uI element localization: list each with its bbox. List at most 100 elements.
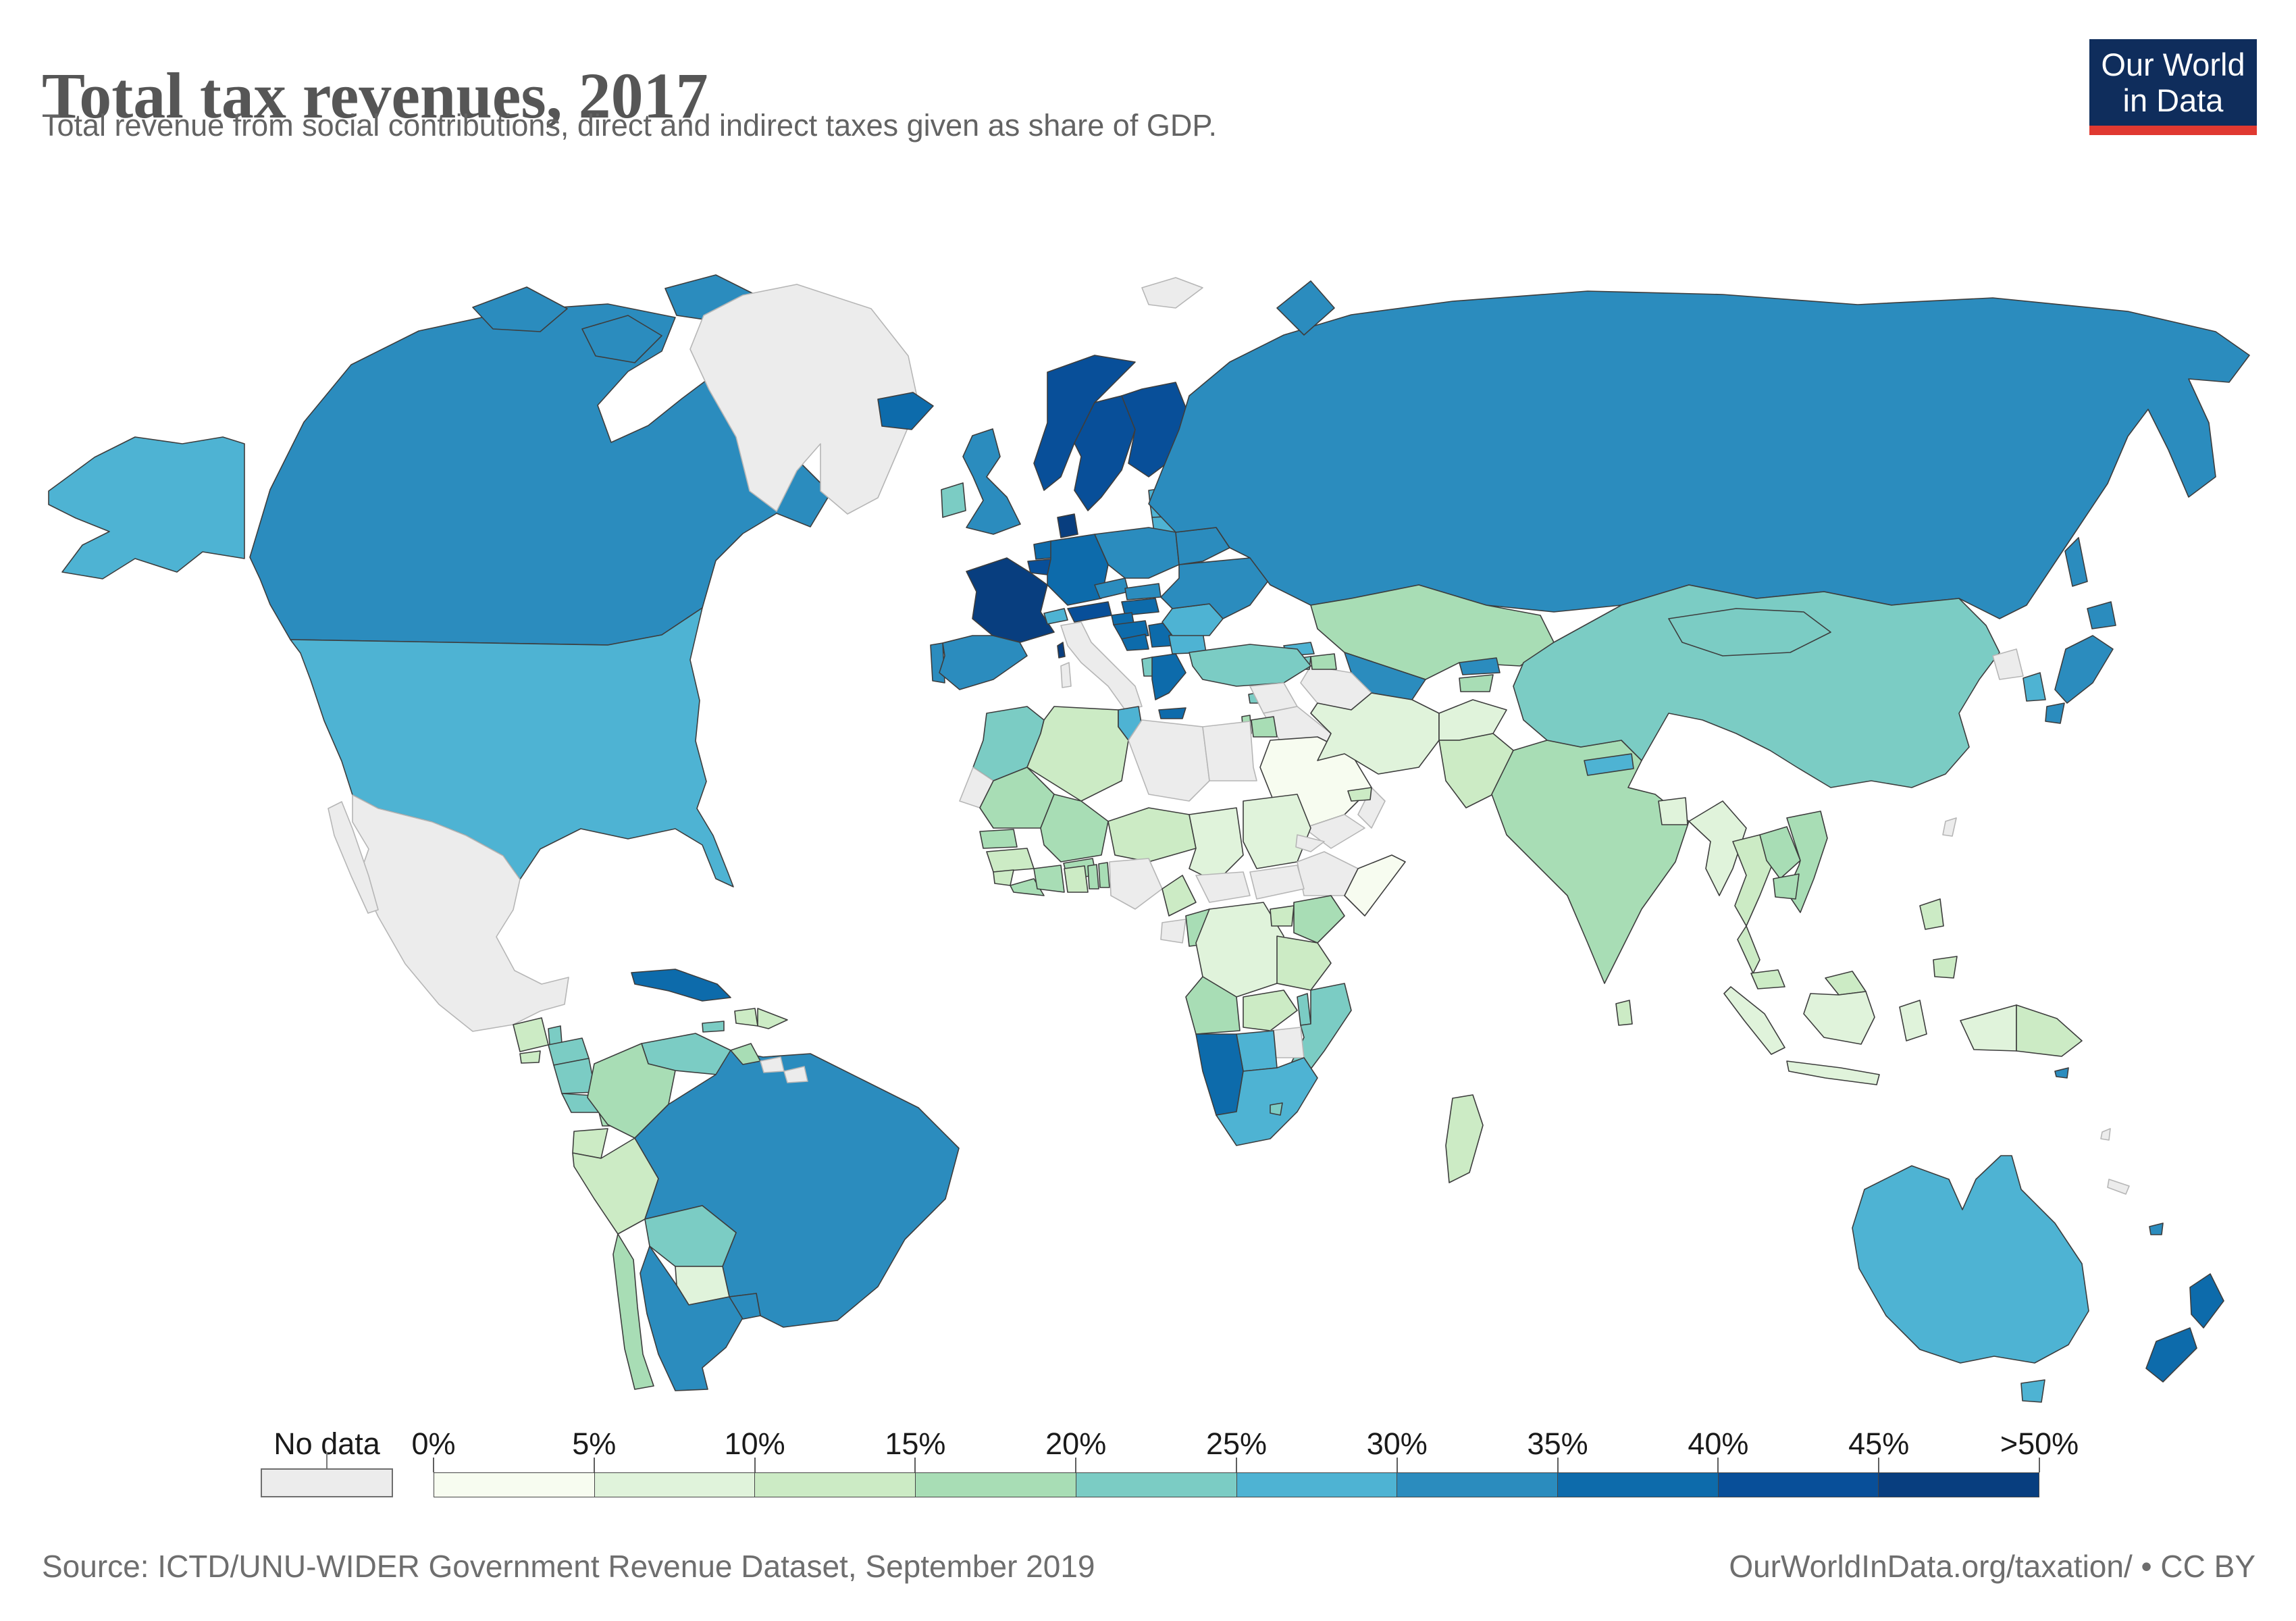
country-uganda[interactable] bbox=[1270, 905, 1295, 927]
country-vanuatu[interactable] bbox=[2100, 1128, 2111, 1141]
country-madagascar[interactable] bbox=[1445, 1094, 1484, 1183]
country-indonesia-sulawesi[interactable] bbox=[1899, 1000, 1927, 1041]
country-nigeria[interactable] bbox=[1109, 858, 1163, 910]
country-malawi[interactable] bbox=[1297, 993, 1311, 1026]
country-egypt[interactable] bbox=[1202, 721, 1257, 781]
country-mongolia[interactable] bbox=[1668, 608, 1831, 657]
country-libya[interactable] bbox=[1128, 719, 1210, 802]
country-bangladesh[interactable] bbox=[1658, 797, 1688, 825]
country-uae[interactable] bbox=[1347, 787, 1372, 802]
country-haiti[interactable] bbox=[734, 1008, 758, 1027]
country-laos[interactable] bbox=[1759, 826, 1801, 879]
country-togo[interactable] bbox=[1087, 864, 1099, 890]
country-cuba[interactable] bbox=[631, 969, 731, 1002]
country-uk[interactable] bbox=[962, 428, 1021, 535]
country-mali[interactable] bbox=[1040, 794, 1109, 863]
country-japan-hokkaido[interactable] bbox=[2087, 601, 2116, 629]
legend-segment-35-40[interactable] bbox=[1557, 1473, 1719, 1497]
country-taiwan[interactable] bbox=[1942, 817, 1957, 837]
country-australia-tasmania[interactable] bbox=[2020, 1379, 2045, 1403]
country-austria[interactable] bbox=[1067, 601, 1112, 623]
country-kyrgyzstan[interactable] bbox=[1459, 657, 1501, 675]
country-namibia[interactable] bbox=[1195, 1033, 1244, 1116]
country-eritrea[interactable] bbox=[1295, 834, 1325, 852]
country-italy-sardinia[interactable] bbox=[1060, 662, 1072, 688]
country-uruguay[interactable] bbox=[729, 1293, 761, 1320]
country-new-zealand-south[interactable] bbox=[2145, 1327, 2197, 1383]
legend-segment-25-30[interactable] bbox=[1236, 1473, 1398, 1497]
country-ivory-coast[interactable] bbox=[1033, 865, 1065, 893]
country-thailand-peninsula[interactable] bbox=[1737, 925, 1760, 974]
country-philippines-mindanao[interactable] bbox=[1933, 956, 1958, 979]
country-croatia[interactable] bbox=[1113, 620, 1149, 640]
country-canada-arctic-2[interactable] bbox=[581, 315, 662, 363]
country-greece-crete[interactable] bbox=[1158, 707, 1186, 719]
country-indonesia-kalimantan[interactable] bbox=[1803, 991, 1875, 1045]
country-malaysia[interactable] bbox=[1750, 969, 1785, 989]
country-tanzania[interactable] bbox=[1276, 935, 1332, 991]
country-french-guiana[interactable] bbox=[783, 1066, 808, 1083]
country-hungary[interactable] bbox=[1121, 598, 1159, 616]
country-italy[interactable] bbox=[1060, 621, 1143, 711]
country-ireland[interactable] bbox=[941, 482, 966, 518]
country-mexico-baja[interactable] bbox=[328, 801, 379, 914]
country-tajikistan[interactable] bbox=[1459, 674, 1494, 692]
country-central-african-republic[interactable] bbox=[1195, 871, 1251, 903]
country-china[interactable] bbox=[1513, 584, 2000, 788]
country-solomon-islands[interactable] bbox=[2054, 1067, 2069, 1079]
country-belgium[interactable] bbox=[1027, 559, 1051, 575]
footer-link[interactable]: OurWorldInData.org/taxation/ • CC BY bbox=[1729, 1549, 2255, 1584]
country-jamaica[interactable] bbox=[702, 1021, 725, 1033]
country-denmark[interactable] bbox=[1057, 513, 1078, 538]
country-turkey[interactable] bbox=[1189, 644, 1311, 687]
legend-segment-15-20[interactable] bbox=[916, 1473, 1076, 1497]
country-new-caledonia[interactable] bbox=[2107, 1179, 2130, 1195]
country-france-corsica[interactable] bbox=[1057, 642, 1066, 659]
country-greece[interactable] bbox=[1151, 653, 1186, 700]
legend-segment-40-45[interactable] bbox=[1718, 1473, 1879, 1497]
country-fiji[interactable] bbox=[2149, 1223, 2164, 1235]
country-greenland[interactable] bbox=[689, 284, 919, 515]
country-senegal[interactable] bbox=[979, 829, 1018, 849]
legend-segment-20-25[interactable] bbox=[1076, 1473, 1237, 1497]
country-netherlands[interactable] bbox=[1033, 540, 1053, 560]
country-japan-honshu[interactable] bbox=[2054, 635, 2114, 704]
country-guinea[interactable] bbox=[986, 848, 1035, 873]
country-argentina[interactable] bbox=[640, 1245, 743, 1391]
country-afghanistan[interactable] bbox=[1438, 699, 1507, 741]
owid-logo[interactable]: Our World in Data bbox=[2089, 39, 2257, 135]
country-chile[interactable] bbox=[612, 1233, 654, 1390]
country-el-salvador[interactable] bbox=[519, 1050, 541, 1064]
country-niger[interactable] bbox=[1107, 807, 1197, 863]
legend-segment-45-50+[interactable] bbox=[1879, 1473, 2039, 1497]
country-switzerland[interactable] bbox=[1043, 608, 1068, 625]
country-south-sudan[interactable] bbox=[1249, 865, 1305, 900]
legend-segment-0-5[interactable] bbox=[434, 1473, 595, 1497]
country-sierra-leone[interactable] bbox=[993, 869, 1014, 886]
country-angola[interactable] bbox=[1185, 976, 1241, 1035]
country-svalbard[interactable] bbox=[1141, 277, 1203, 309]
country-slovakia[interactable] bbox=[1124, 583, 1162, 600]
country-philippines-luzon[interactable] bbox=[1919, 898, 1944, 930]
country-ghana[interactable] bbox=[1064, 865, 1089, 893]
country-north-korea[interactable] bbox=[1992, 648, 2024, 680]
country-indonesia-papua[interactable] bbox=[1960, 1004, 2017, 1052]
country-chad[interactable] bbox=[1189, 807, 1244, 883]
country-guatemala[interactable] bbox=[513, 1017, 549, 1052]
country-zambia[interactable] bbox=[1243, 989, 1298, 1031]
country-canada-arctic-1[interactable] bbox=[472, 286, 568, 332]
country-papua-new-guinea[interactable] bbox=[2016, 1004, 2083, 1057]
country-dominican-republic[interactable] bbox=[757, 1008, 788, 1029]
country-gabon[interactable] bbox=[1160, 919, 1186, 944]
country-liberia[interactable] bbox=[1010, 878, 1045, 896]
country-south-africa[interactable] bbox=[1216, 1057, 1318, 1146]
country-new-zealand-north[interactable] bbox=[2189, 1273, 2224, 1329]
legend-segment-5-10[interactable] bbox=[594, 1473, 756, 1497]
country-usa-alaska[interactable] bbox=[48, 436, 245, 580]
country-iceland[interactable] bbox=[877, 392, 934, 430]
country-oman[interactable] bbox=[1357, 787, 1386, 829]
country-russia-novaya-zemlya[interactable] bbox=[1276, 280, 1335, 336]
country-malaysia-borneo[interactable] bbox=[1825, 971, 1867, 996]
country-india[interactable] bbox=[1491, 740, 1690, 984]
legend-segment-30-35[interactable] bbox=[1397, 1473, 1558, 1497]
